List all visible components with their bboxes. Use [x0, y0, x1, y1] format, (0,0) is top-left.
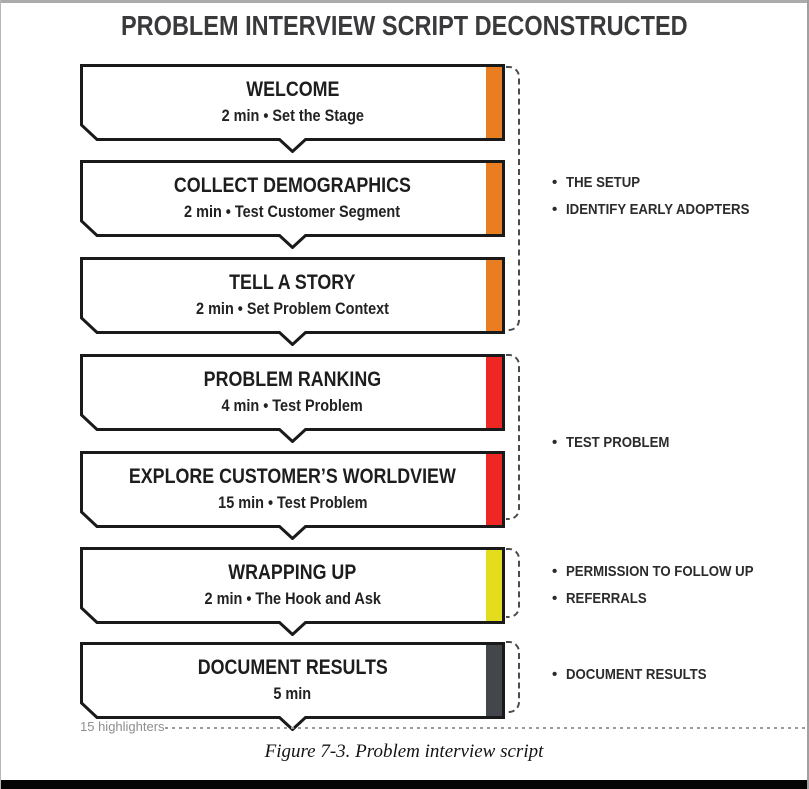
- step-subtitle: 2 min • Set Problem Context: [196, 299, 389, 318]
- highlighter-count-note: 15 highlighters: [80, 719, 165, 734]
- step-subtitle: 2 min • Set the Stage: [221, 106, 364, 125]
- step-subtitle: 2 min • The Hook and Ask: [204, 589, 381, 608]
- step-subtitle: 2 min • Test Customer Segment: [184, 202, 401, 221]
- script-step-collect-demographics: COLLECT DEMOGRAPHICS 2 min • Test Custom…: [80, 160, 505, 249]
- annotation-group-wrapup: PERMISSION TO FOLLOW UP REFERRALS: [552, 558, 779, 612]
- stage-color-tab: [486, 162, 502, 234]
- script-step-problem-ranking: PROBLEM RANKING 4 min • Test Problem: [80, 354, 505, 443]
- step-box-shape: [80, 354, 505, 443]
- step-box-shape: [80, 64, 505, 153]
- script-step-tell-a-story: TELL A STORY 2 min • Set Problem Context: [80, 257, 505, 346]
- annotation-item: THE SETUP: [552, 169, 774, 196]
- group-bracket-wrapup: [506, 548, 520, 618]
- step-subtitle: 15 min • Test Problem: [217, 493, 368, 512]
- annotation-item: IDENTIFY EARLY ADOPTERS: [552, 196, 774, 223]
- group-bracket-document: [506, 641, 520, 713]
- stage-color-tab: [486, 66, 502, 138]
- diagram-title-text: PROBLEM INTERVIEW SCRIPT DECONSTRUCTED: [120, 10, 688, 41]
- step-title: PROBLEM RANKING: [203, 368, 382, 391]
- annotation-item: DOCUMENT RESULTS: [552, 661, 726, 688]
- script-step-explore-worldview: EXPLORE CUSTOMER’S WORLDVIEW 15 min • Te…: [80, 451, 505, 540]
- step-box-shape: [80, 257, 505, 346]
- step-box-shape: [80, 642, 505, 731]
- step-title: DOCUMENT RESULTS: [197, 656, 388, 679]
- diagram-title: PROBLEM INTERVIEW SCRIPT DECONSTRUCTED: [1, 11, 807, 41]
- group-bracket-setup: [506, 66, 520, 331]
- annotation-group-setup: THE SETUP IDENTIFY EARLY ADOPTERS: [552, 169, 774, 223]
- annotation-group-problem: TEST PROBLEM: [552, 429, 684, 456]
- figure-caption: Figure 7-3. Problem interview script: [264, 741, 544, 762]
- step-box-shape: [80, 547, 505, 636]
- step-box-shape: [80, 160, 505, 249]
- step-title: TELL A STORY: [229, 271, 356, 294]
- annotation-item: REFERRALS: [552, 585, 779, 612]
- leader-dashed-line: [165, 727, 807, 729]
- annotation-item: PERMISSION TO FOLLOW UP: [552, 558, 779, 585]
- script-step-welcome: WELCOME 2 min • Set the Stage: [80, 64, 505, 153]
- step-subtitle: 4 min • Test Problem: [221, 396, 364, 415]
- stage-color-tab: [486, 644, 502, 716]
- script-step-wrapping-up: WRAPPING UP 2 min • The Hook and Ask: [80, 547, 505, 636]
- step-title: COLLECT DEMOGRAPHICS: [173, 174, 412, 197]
- stage-color-tab: [486, 549, 502, 621]
- step-subtitle: 5 min: [273, 684, 312, 703]
- step-title: WRAPPING UP: [228, 561, 357, 584]
- step-box-shape: [80, 451, 505, 540]
- top-edge-bar: [1, 0, 807, 3]
- stage-color-tab: [486, 356, 502, 428]
- bottom-edge-bar: [1, 780, 807, 789]
- step-title: EXPLORE CUSTOMER’S WORLDVIEW: [129, 465, 456, 488]
- step-title: WELCOME: [245, 78, 340, 101]
- stage-color-tab: [486, 259, 502, 331]
- stage-color-tab: [486, 453, 502, 525]
- group-bracket-problem: [506, 354, 520, 520]
- annotation-group-document: DOCUMENT RESULTS: [552, 661, 726, 688]
- script-step-document-results: DOCUMENT RESULTS 5 min: [80, 642, 505, 731]
- annotation-item: TEST PROBLEM: [552, 429, 684, 456]
